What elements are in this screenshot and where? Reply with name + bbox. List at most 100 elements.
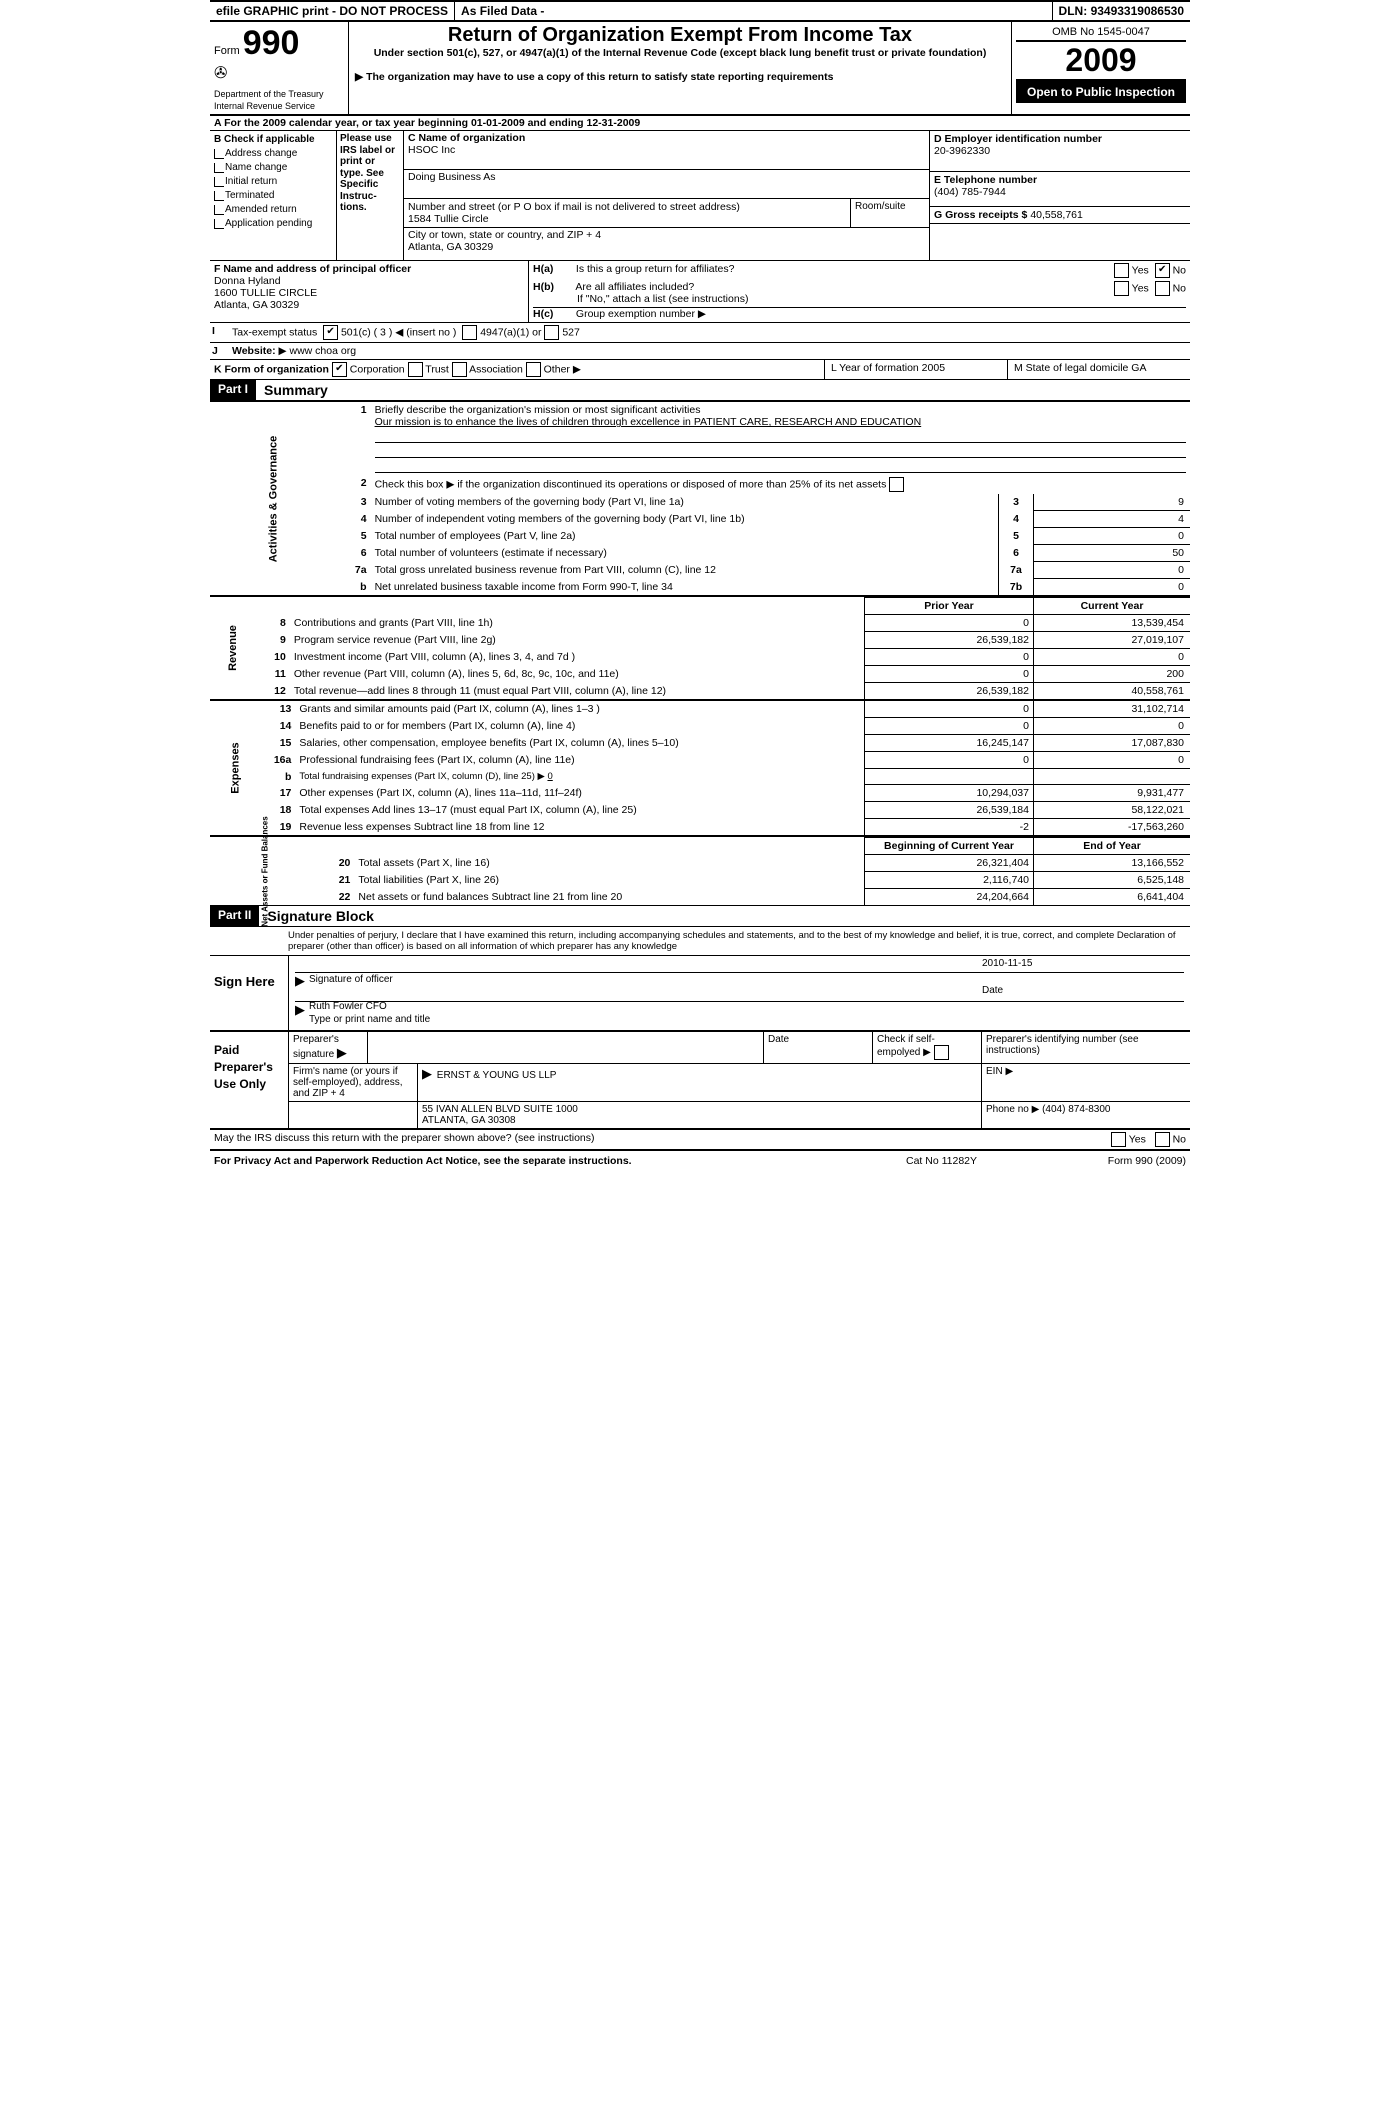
chk-app-pending[interactable]: Application pending (214, 217, 332, 231)
header-note: The organization may have to use a copy … (355, 71, 1005, 83)
chk-initial-return[interactable]: Initial return (214, 175, 332, 189)
l1-text: Our mission is to enhance the lives of c… (375, 416, 922, 428)
ha-yes-chk[interactable] (1114, 263, 1129, 278)
addr-label: Number and street (or P O box if mail is… (408, 201, 740, 213)
eoy-h: End of Year (1033, 837, 1190, 855)
chk-4947[interactable] (462, 325, 477, 340)
chk-assoc[interactable] (452, 362, 467, 377)
chk-501c[interactable] (323, 325, 338, 340)
chk-corp[interactable] (332, 362, 347, 377)
summary-netassets: Net Assets or Fund Balances Beginning of… (210, 837, 1190, 906)
may-discuss: May the IRS discuss this return with the… (214, 1132, 1111, 1147)
preparer-left: Paid Preparer's Use Only (210, 1032, 289, 1128)
chk-l2[interactable] (889, 477, 904, 492)
l1-label: Briefly describe the organization's miss… (375, 404, 701, 416)
may-no-chk[interactable] (1155, 1132, 1170, 1147)
l16b: Total fundraising expenses (Part IX, col… (295, 769, 864, 785)
chk-amended[interactable]: Amended return (214, 203, 332, 217)
org-name: HSOC Inc (408, 144, 455, 156)
part-i-tab: Part I (210, 380, 256, 400)
l17: Other expenses (Part IX, column (A), lin… (295, 785, 864, 802)
summary-revenue: Revenue Prior Year Current Year 8Contrib… (210, 597, 1190, 701)
form-990: 990 (243, 24, 300, 62)
chk-trust[interactable] (408, 362, 423, 377)
hb-yes-chk[interactable] (1114, 281, 1129, 296)
dln-label: DLN: (1059, 4, 1088, 18)
header-subtitle: Under section 501(c), 527, or 4947(a)(1)… (355, 47, 1005, 59)
chk-name-change[interactable]: Name change (214, 161, 332, 175)
section-h: H(a) Is this a group return for affiliat… (529, 261, 1190, 322)
curr-year-h: Current Year (1033, 597, 1190, 615)
l7bv: 0 (1034, 579, 1190, 595)
prep-addr2: ATLANTA, GA 30308 (422, 1115, 977, 1126)
l20: Total assets (Part X, line 16) (354, 855, 864, 872)
may-yes-chk[interactable] (1111, 1132, 1126, 1147)
chk-527[interactable] (544, 325, 559, 340)
section-d-g: D Employer identification number 20-3962… (929, 131, 1190, 260)
d-label: D Employer identification number (934, 133, 1102, 145)
l9: Program service revenue (Part VIII, line… (290, 632, 864, 649)
prep-date-lbl: Date (764, 1032, 873, 1063)
efile-label: efile GRAPHIC print - DO NOT PROCESS (210, 2, 455, 20)
officer-label: F Name and address of principal officer (214, 263, 411, 275)
part-ii-tab: Part II (210, 906, 259, 926)
footer-left: For Privacy Act and Paperwork Reduction … (214, 1155, 906, 1167)
open-inspection: Open to Public Inspection (1016, 81, 1186, 103)
dept2: Internal Revenue Service (214, 101, 344, 113)
dept1: Department of the Treasury (214, 89, 344, 101)
footer-mid: Cat No 11282Y (906, 1155, 1066, 1167)
header-title: Return of Organization Exempt From Incom… (355, 24, 1005, 47)
sec-b-label: B Check if applicable (214, 133, 332, 147)
omb-no: OMB No 1545-0047 (1016, 24, 1186, 42)
irs-label-please: Please use IRS label or print or type. S… (337, 131, 404, 260)
sign-here-label: Sign Here (210, 956, 289, 1030)
line-j-letter: J (210, 343, 230, 359)
prior-year-h: Prior Year (864, 597, 1033, 615)
dln-cell: DLN: 93493319086530 (1053, 2, 1190, 20)
l22: Net assets or fund balances Subtract lin… (354, 889, 864, 905)
as-filed-label: As Filed Data - (455, 2, 1053, 20)
header-left: Form 990 ✇ Department of the Treasury In… (210, 22, 349, 114)
part-i-title: Summary (256, 380, 1190, 400)
e-label: E Telephone number (934, 174, 1037, 186)
line-i-body: Tax-exempt status 501(c) ( 3 ) ◀ (insert… (230, 323, 1190, 342)
l7av: 0 (1034, 562, 1190, 579)
sig-officer-lbl: Signature of officer (307, 973, 980, 997)
side-revenue: Revenue (227, 625, 239, 671)
g-label: G Gross receipts $ (934, 209, 1027, 221)
prep-pin-lbl: Preparer's identifying number (see instr… (982, 1032, 1190, 1063)
l10: Investment income (Part VIII, column (A)… (290, 649, 864, 666)
l7b: Net unrelated business taxable income fr… (371, 579, 998, 595)
l4: Number of independent voting members of … (371, 511, 998, 528)
hb-no-chk[interactable] (1155, 281, 1170, 296)
officer-addr2: Atlanta, GA 30329 (214, 299, 299, 311)
section-f: F Name and address of principal officer … (210, 261, 529, 322)
chk-self-employed[interactable] (934, 1045, 949, 1060)
l3v: 9 (1034, 494, 1190, 511)
chk-address-change[interactable]: Address change (214, 147, 332, 161)
preparer-body: Preparer's signature Date Check if self-… (289, 1032, 1190, 1128)
hc-lbl: H(c) (533, 308, 573, 320)
chk-terminated[interactable]: Terminated (214, 189, 332, 203)
header-right: OMB No 1545-0047 2009 Open to Public Ins… (1011, 22, 1190, 114)
l3: Number of voting members of the governin… (371, 494, 998, 511)
line-j-body: Website: ▶ www choa org (230, 343, 1190, 359)
l5: Total number of employees (Part V, line … (371, 528, 998, 545)
ha-text: Is this a group return for affiliates? (576, 263, 735, 275)
l19: Revenue less expenses Subtract line 18 f… (295, 819, 864, 835)
side-netassets: Net Assets or Fund Balances (261, 816, 270, 926)
ein-value: 20-3962330 (934, 145, 990, 157)
hc-text: Group exemption number ▶ (576, 308, 706, 320)
side-expenses: Expenses (230, 743, 242, 794)
chk-other[interactable] (526, 362, 541, 377)
l16a: Professional fundraising fees (Part IX, … (295, 752, 864, 769)
l6: Total number of volunteers (estimate if … (371, 545, 998, 562)
triangle-icon (295, 1002, 307, 1026)
city-label: City or town, state or country, and ZIP … (408, 229, 601, 241)
ha-no-chk[interactable] (1155, 263, 1170, 278)
line-m: M State of legal domicile GA (1007, 360, 1190, 379)
bgy-h: Beginning of Current Year (864, 837, 1033, 855)
l14: Benefits paid to or for members (Part IX… (295, 718, 864, 735)
l4v: 4 (1034, 511, 1190, 528)
hb-lbl: H(b) (533, 281, 573, 293)
